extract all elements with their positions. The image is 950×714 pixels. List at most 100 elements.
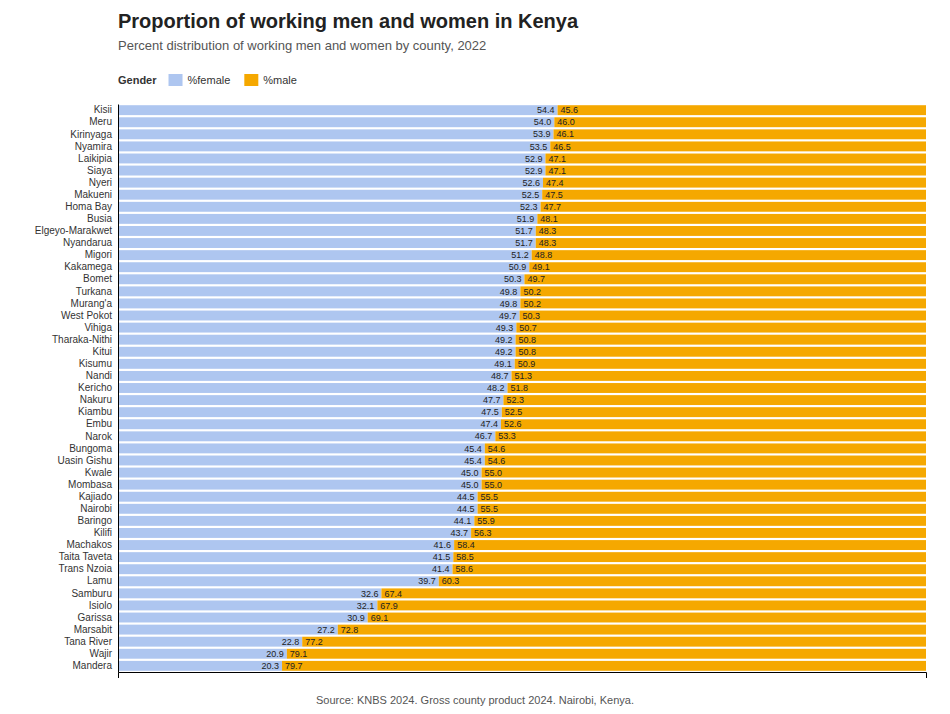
data-label: 44.5 — [457, 492, 475, 502]
bar — [118, 637, 302, 647]
bar — [536, 238, 926, 248]
data-label: 53.9 — [533, 129, 551, 139]
tick-label: Nyamira — [75, 141, 113, 152]
tick-label: Baringo — [78, 515, 113, 526]
data-label: 51.8 — [510, 383, 528, 393]
tick-label: Nyandarua — [63, 237, 112, 248]
tick-label: Machakos — [66, 539, 112, 550]
data-label: 55.0 — [485, 480, 503, 490]
tick: Narok — [85, 431, 118, 442]
data-label: 50.8 — [519, 335, 537, 345]
bar — [118, 250, 532, 260]
series — [282, 105, 926, 671]
tick: Kirinyaga — [70, 129, 118, 140]
data-label: 69.1 — [371, 613, 389, 623]
bar — [118, 298, 520, 308]
tick: Kwale — [85, 467, 118, 478]
x-axis-line — [119, 673, 927, 679]
data-label: 47.4 — [480, 419, 498, 429]
tick-label: Nakuru — [80, 394, 112, 405]
bar — [541, 202, 926, 212]
data-label: 30.9 — [347, 613, 365, 623]
tick-label: Uasin Gishu — [58, 455, 112, 466]
legend-swatch — [169, 74, 183, 86]
bar — [474, 516, 926, 526]
tick-label: Kisumu — [79, 358, 112, 369]
bar — [495, 431, 926, 441]
tick: Migori — [85, 249, 118, 260]
data-label: 54.6 — [488, 456, 506, 466]
chart: Proportion of working men and women in K… — [0, 0, 950, 714]
data-label: 50.8 — [519, 347, 537, 357]
bar — [520, 298, 926, 308]
bar — [554, 129, 926, 139]
tick-label: Elgeyo-Marakwet — [35, 225, 112, 236]
data-label: 52.6 — [522, 178, 540, 188]
bar — [520, 311, 926, 321]
tick: Laikipia — [78, 153, 118, 164]
data-label: 48.3 — [539, 238, 557, 248]
bar — [471, 528, 926, 538]
tick-label: Kitui — [93, 346, 112, 357]
data-label: 55.5 — [481, 492, 499, 502]
bar — [118, 117, 554, 127]
bar — [118, 564, 453, 574]
tick-label: Nyeri — [89, 177, 112, 188]
bar — [118, 480, 482, 490]
tick-label: Lamu — [87, 575, 112, 586]
tick: Bomet — [83, 273, 118, 284]
tick-label: Mombasa — [68, 479, 112, 490]
tick: Nyeri — [89, 177, 118, 188]
bar — [118, 649, 287, 659]
tick: Mombasa — [68, 479, 118, 490]
tick: Lamu — [87, 575, 118, 586]
data-label: 49.8 — [500, 299, 518, 309]
bar — [532, 250, 926, 260]
y-axis: KisiiMeruKirinyagaNyamiraLaikipiaSiayaNy… — [35, 104, 119, 672]
tick: Garissa — [78, 612, 118, 623]
data-label: 32.1 — [357, 601, 375, 611]
bar — [118, 383, 507, 393]
tick: Nandi — [86, 370, 118, 381]
tick: Machakos — [66, 539, 118, 550]
data-label: 50.9 — [518, 359, 536, 369]
data-label: 46.5 — [553, 142, 571, 152]
data-label: 45.4 — [464, 456, 482, 466]
bar — [118, 588, 381, 598]
tick-label: Turkana — [76, 286, 113, 297]
tick: Kisumu — [79, 358, 118, 369]
data-label: 60.3 — [442, 576, 460, 586]
bar — [558, 105, 926, 115]
tick-label: Bungoma — [69, 443, 112, 454]
data-label: 55.0 — [485, 468, 503, 478]
bar — [118, 576, 439, 586]
bar — [118, 202, 541, 212]
tick: Tana River — [64, 636, 118, 647]
data-label: 58.4 — [457, 540, 475, 550]
bar — [368, 613, 926, 623]
data-label: 52.9 — [525, 166, 543, 176]
tick-label: Migori — [85, 249, 112, 260]
x-axis — [119, 673, 927, 679]
tick-label: Laikipia — [78, 153, 112, 164]
tick: Elgeyo-Marakwet — [35, 225, 118, 236]
bar — [118, 154, 545, 164]
bar — [118, 105, 558, 115]
bar — [545, 166, 926, 176]
data-label: 27.2 — [317, 625, 335, 635]
tick-label: Kakamega — [64, 261, 112, 272]
data-label: 48.3 — [539, 226, 557, 236]
bar — [118, 129, 554, 139]
data-label: 67.4 — [384, 589, 402, 599]
bars — [118, 105, 926, 671]
bar — [118, 274, 524, 284]
data-label: 55.9 — [477, 516, 495, 526]
tick: Taita Taveta — [59, 551, 118, 562]
bar — [520, 286, 926, 296]
tick-label: Kilifi — [94, 527, 112, 538]
bar — [302, 637, 926, 647]
tick: Nairobi — [80, 503, 118, 514]
bar — [118, 661, 282, 671]
bar — [118, 359, 515, 369]
tick: Bungoma — [69, 443, 118, 454]
